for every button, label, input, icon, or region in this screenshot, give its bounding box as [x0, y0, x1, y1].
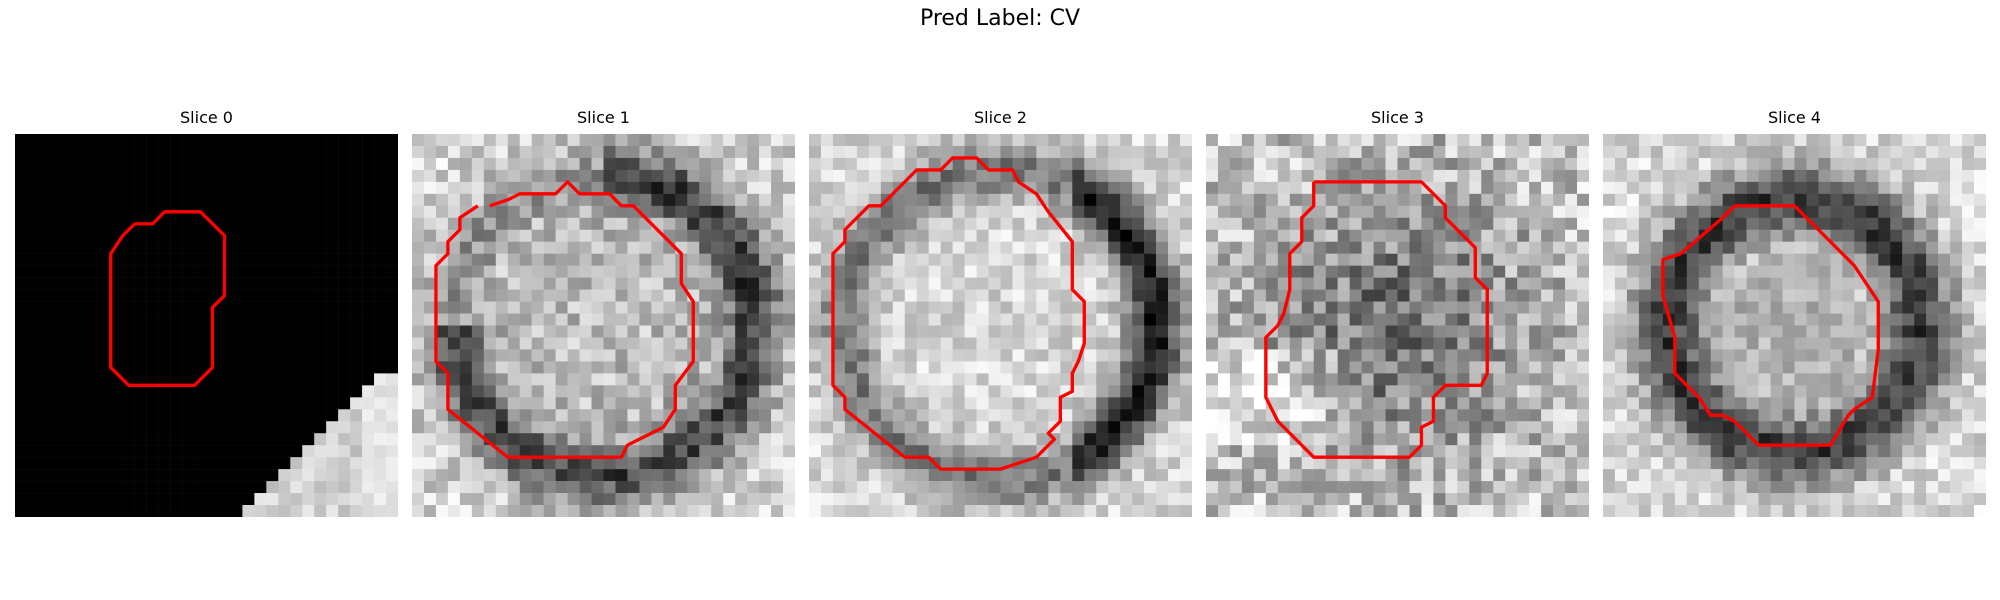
segmentation-contour — [831, 156, 1086, 471]
slice-image-svg — [15, 134, 398, 517]
segmentation-contour — [1264, 180, 1489, 459]
slice-title: Slice 4 — [1768, 108, 1821, 127]
slice-image — [1603, 134, 1986, 517]
segmentation-contour — [109, 210, 227, 388]
slice-image — [809, 134, 1192, 517]
slice-title: Slice 0 — [180, 108, 233, 127]
slice-title: Slice 3 — [1371, 108, 1424, 127]
slice-image-svg — [412, 134, 795, 517]
segmentation-contour — [434, 180, 695, 459]
figure-title: Pred Label: CV — [919, 6, 1081, 31]
segmentation-contour — [1661, 204, 1880, 447]
slice-image — [15, 134, 398, 517]
slice-image-svg — [809, 134, 1192, 517]
slice-image-svg — [1603, 134, 1986, 517]
slice-title: Slice 2 — [974, 108, 1027, 127]
slice-image — [412, 134, 795, 517]
slice-title: Slice 1 — [577, 108, 630, 127]
slice-image — [1206, 134, 1589, 517]
slice-image-svg — [1206, 134, 1589, 517]
